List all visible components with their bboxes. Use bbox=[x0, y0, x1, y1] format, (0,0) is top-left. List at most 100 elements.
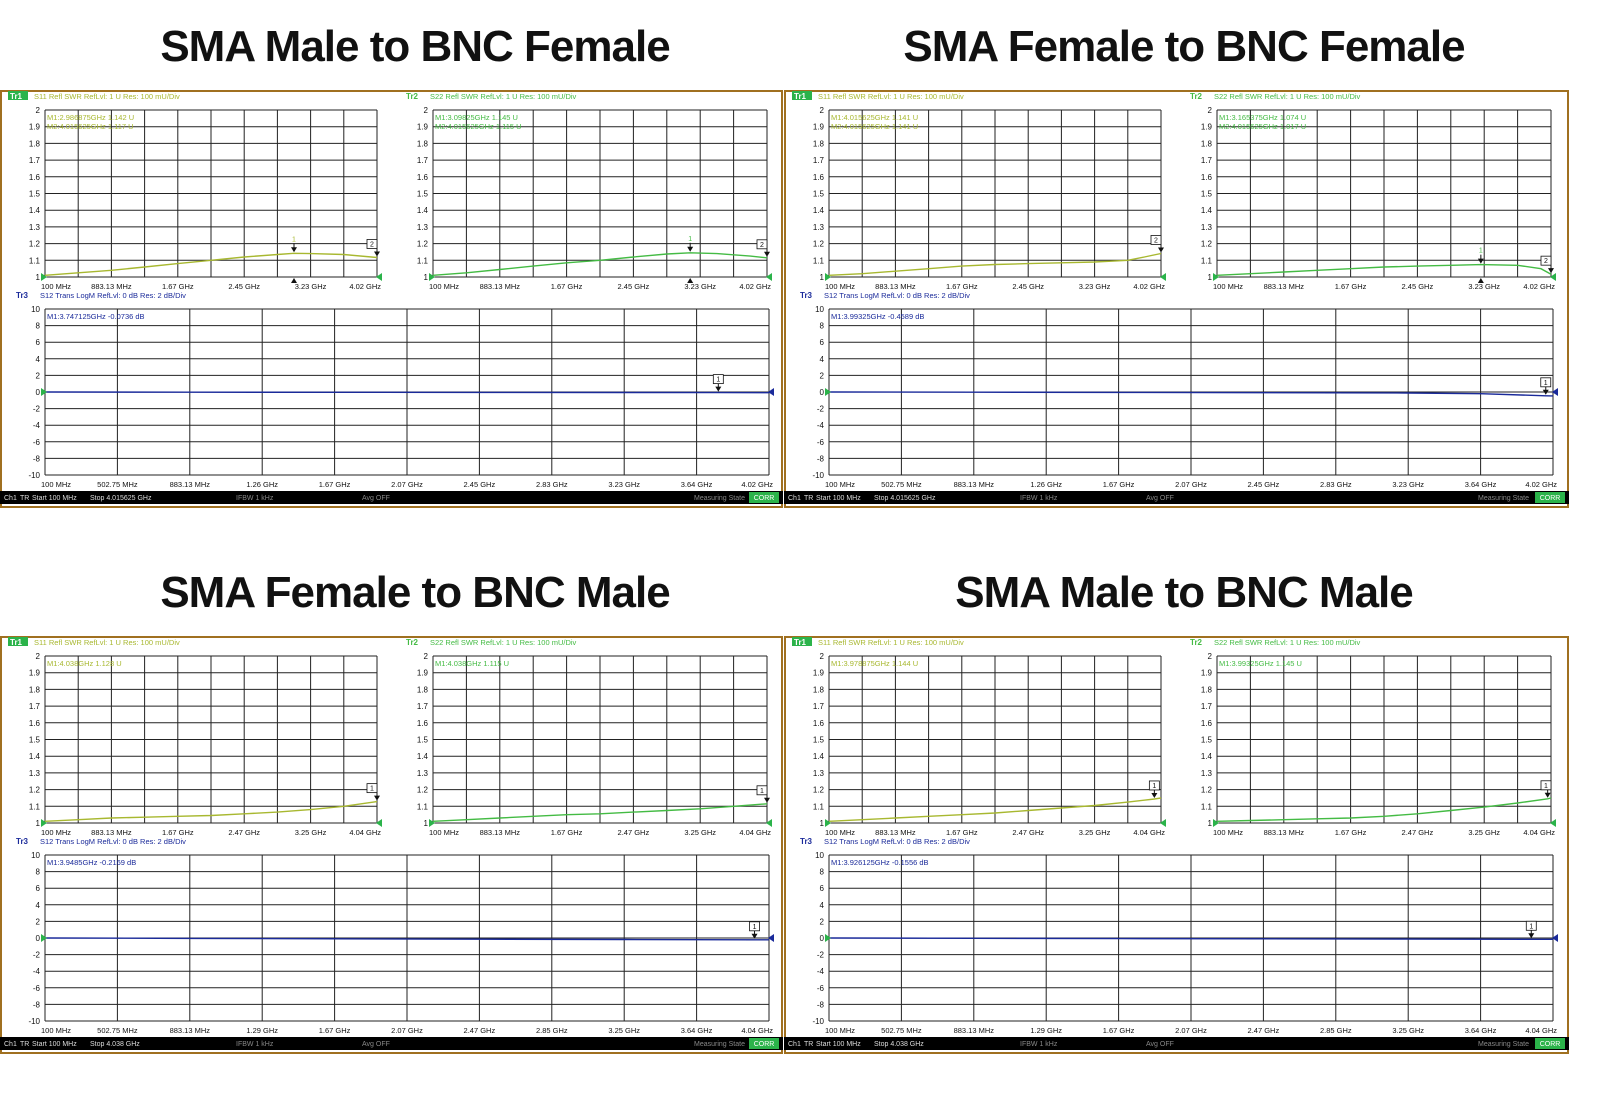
marker-flag-label: 2 bbox=[1154, 237, 1158, 244]
y-tick-label: 6 bbox=[36, 884, 41, 893]
y-tick-label: 1.7 bbox=[1201, 156, 1213, 165]
y-tick-label: 1.2 bbox=[417, 240, 429, 249]
y-tick-label: 1.6 bbox=[417, 719, 429, 728]
y-tick-label: 0 bbox=[820, 934, 825, 943]
y-tick-label: 2 bbox=[820, 652, 825, 661]
x-tick-label: 4.02 GHz bbox=[349, 282, 381, 291]
marker-readout: M2:4.015625GHz 1.117 U bbox=[47, 122, 134, 131]
y-tick-label: 1.5 bbox=[813, 736, 825, 745]
x-tick-label: 502.75 MHz bbox=[97, 1026, 138, 1035]
x-tick-label: 4.04 GHz bbox=[739, 828, 771, 837]
x-tick-label: 2.85 GHz bbox=[1320, 1026, 1352, 1035]
x-tick-label: 2.47 GHz bbox=[1012, 828, 1044, 837]
ref-arrow-left bbox=[825, 388, 831, 396]
trace-header: S12 Trans LogM RefLvl: 0 dB Res: 2 dB/Di… bbox=[40, 837, 186, 846]
y-tick-label: -8 bbox=[33, 454, 41, 463]
y-tick-label: 1.7 bbox=[417, 156, 429, 165]
x-tick-label: 3.25 GHz bbox=[1468, 828, 1500, 837]
screen-frame bbox=[784, 90, 1569, 508]
y-tick-label: 1.8 bbox=[29, 139, 41, 148]
marker-readout: M1:3.99325GHz 1.145 U bbox=[1219, 659, 1302, 668]
x-tick-label: 3.64 GHz bbox=[1465, 1026, 1497, 1035]
marker-flag-label: 1 bbox=[1479, 248, 1483, 255]
x-tick-label: 2.83 GHz bbox=[536, 480, 568, 489]
x-tick-label: 3.25 GHz bbox=[608, 1026, 640, 1035]
screen-frame bbox=[0, 636, 783, 1054]
x-tick-label: 4.04 GHz bbox=[1523, 828, 1555, 837]
y-tick-label: 2 bbox=[36, 652, 41, 661]
status-bar-bg bbox=[0, 1037, 783, 1050]
y-tick-label: -8 bbox=[817, 1000, 825, 1009]
trace-line bbox=[1216, 797, 1552, 822]
trace-badge: Tr1 bbox=[794, 92, 807, 101]
trace-line bbox=[828, 937, 1553, 940]
y-tick-label: 1.1 bbox=[813, 802, 825, 811]
trace-header: S12 Trans LogM RefLvl: 0 dB Res: 2 dB/Di… bbox=[824, 837, 970, 846]
y-tick-label: 1.4 bbox=[813, 752, 825, 761]
marker-readout: M1:3.9485GHz -0.2169 dB bbox=[47, 858, 136, 867]
y-tick-label: 1.8 bbox=[417, 685, 429, 694]
y-tick-label: 1.4 bbox=[1201, 206, 1213, 215]
y-tick-label: 1.3 bbox=[29, 223, 41, 232]
y-tick-label: 4 bbox=[36, 355, 41, 364]
y-tick-label: 1.8 bbox=[1201, 685, 1213, 694]
panel-title: SMA Male to BNC Male bbox=[955, 568, 1414, 617]
status-bar-bg bbox=[784, 1037, 1569, 1050]
y-tick-label: 0 bbox=[36, 388, 41, 397]
ifbw-label: IFBW 1 kHz bbox=[1020, 1041, 1058, 1048]
chart-tr1: Tr1 S11 Refl SWR RefLvl: 1 U Res: 100 mU/… bbox=[8, 637, 382, 837]
y-tick-label: 4 bbox=[36, 901, 41, 910]
ref-arrow-left bbox=[825, 819, 831, 827]
y-tick-label: 1.7 bbox=[29, 156, 41, 165]
trace-label: TR bbox=[804, 1041, 813, 1048]
ref-arrow-right bbox=[1160, 273, 1166, 281]
trace-badge: Tr3 bbox=[800, 291, 813, 300]
y-tick-label: 1.3 bbox=[417, 769, 429, 778]
ref-arrow-left bbox=[41, 273, 47, 281]
trace-badge: Tr2 bbox=[406, 638, 419, 647]
trace-badge-bg bbox=[792, 91, 812, 100]
y-tick-label: 1.5 bbox=[29, 736, 41, 745]
avg-label: Avg OFF bbox=[362, 1041, 390, 1048]
marker-arrow bbox=[374, 795, 380, 801]
x-tick-label: 883.13 MHz bbox=[875, 828, 916, 837]
stop-frequency: Stop 4.038 GHz bbox=[90, 1041, 140, 1048]
screen-frame bbox=[0, 90, 783, 508]
x-tick-label: 4.02 GHz bbox=[741, 480, 773, 489]
trace-line bbox=[432, 803, 768, 822]
channel-label: Ch1 bbox=[4, 1041, 17, 1048]
ref-arrow-right bbox=[1550, 819, 1556, 827]
x-tick-label: 3.23 GHz bbox=[1468, 282, 1500, 291]
y-tick-label: 8 bbox=[820, 322, 825, 331]
x-tick-label: 4.02 GHz bbox=[1523, 282, 1555, 291]
trace-label: TR bbox=[20, 1041, 29, 1048]
y-tick-label: -4 bbox=[817, 421, 825, 430]
x-tick-label: 883.13 MHz bbox=[875, 282, 916, 291]
y-tick-label: 1.9 bbox=[1201, 123, 1213, 132]
x-tick-label: 1.29 GHz bbox=[1030, 1026, 1062, 1035]
y-tick-label: 4 bbox=[820, 901, 825, 910]
marker-flag-label: 1 bbox=[760, 788, 764, 795]
marker-axis-tick bbox=[687, 278, 694, 283]
x-tick-label: 1.67 GHz bbox=[1103, 1026, 1135, 1035]
x-tick-label: 2.45 GHz bbox=[618, 282, 650, 291]
ref-arrow-right bbox=[768, 388, 774, 396]
analyzer-screen: Tr1 S11 Refl SWR RefLvl: 1 U Res: 100 mU/… bbox=[784, 90, 1569, 508]
y-tick-label: -8 bbox=[817, 454, 825, 463]
x-tick-label: 1.67 GHz bbox=[162, 828, 194, 837]
trace-line bbox=[432, 252, 768, 276]
marker-readout: M1:3.99325GHz -0.4589 dB bbox=[831, 312, 924, 321]
y-tick-label: 1.5 bbox=[1201, 190, 1213, 199]
x-tick-label: 1.67 GHz bbox=[319, 480, 351, 489]
x-tick-label: 3.64 GHz bbox=[681, 1026, 713, 1035]
marker-arrow bbox=[374, 251, 380, 257]
trace-header: S22 Refl SWR RefLvl: 1 U Res: 100 mU/Div bbox=[1214, 638, 1361, 647]
y-tick-label: 2 bbox=[820, 371, 825, 380]
marker-readout: M1:3.747125GHz -0.0736 dB bbox=[47, 312, 145, 321]
y-tick-label: 1.6 bbox=[29, 173, 41, 182]
y-tick-label: -6 bbox=[817, 438, 825, 447]
ref-arrow-left bbox=[1213, 273, 1219, 281]
ref-arrow-right bbox=[376, 819, 382, 827]
channel-label: Ch1 bbox=[4, 495, 17, 502]
marker-flag-label: 1 bbox=[370, 786, 374, 793]
